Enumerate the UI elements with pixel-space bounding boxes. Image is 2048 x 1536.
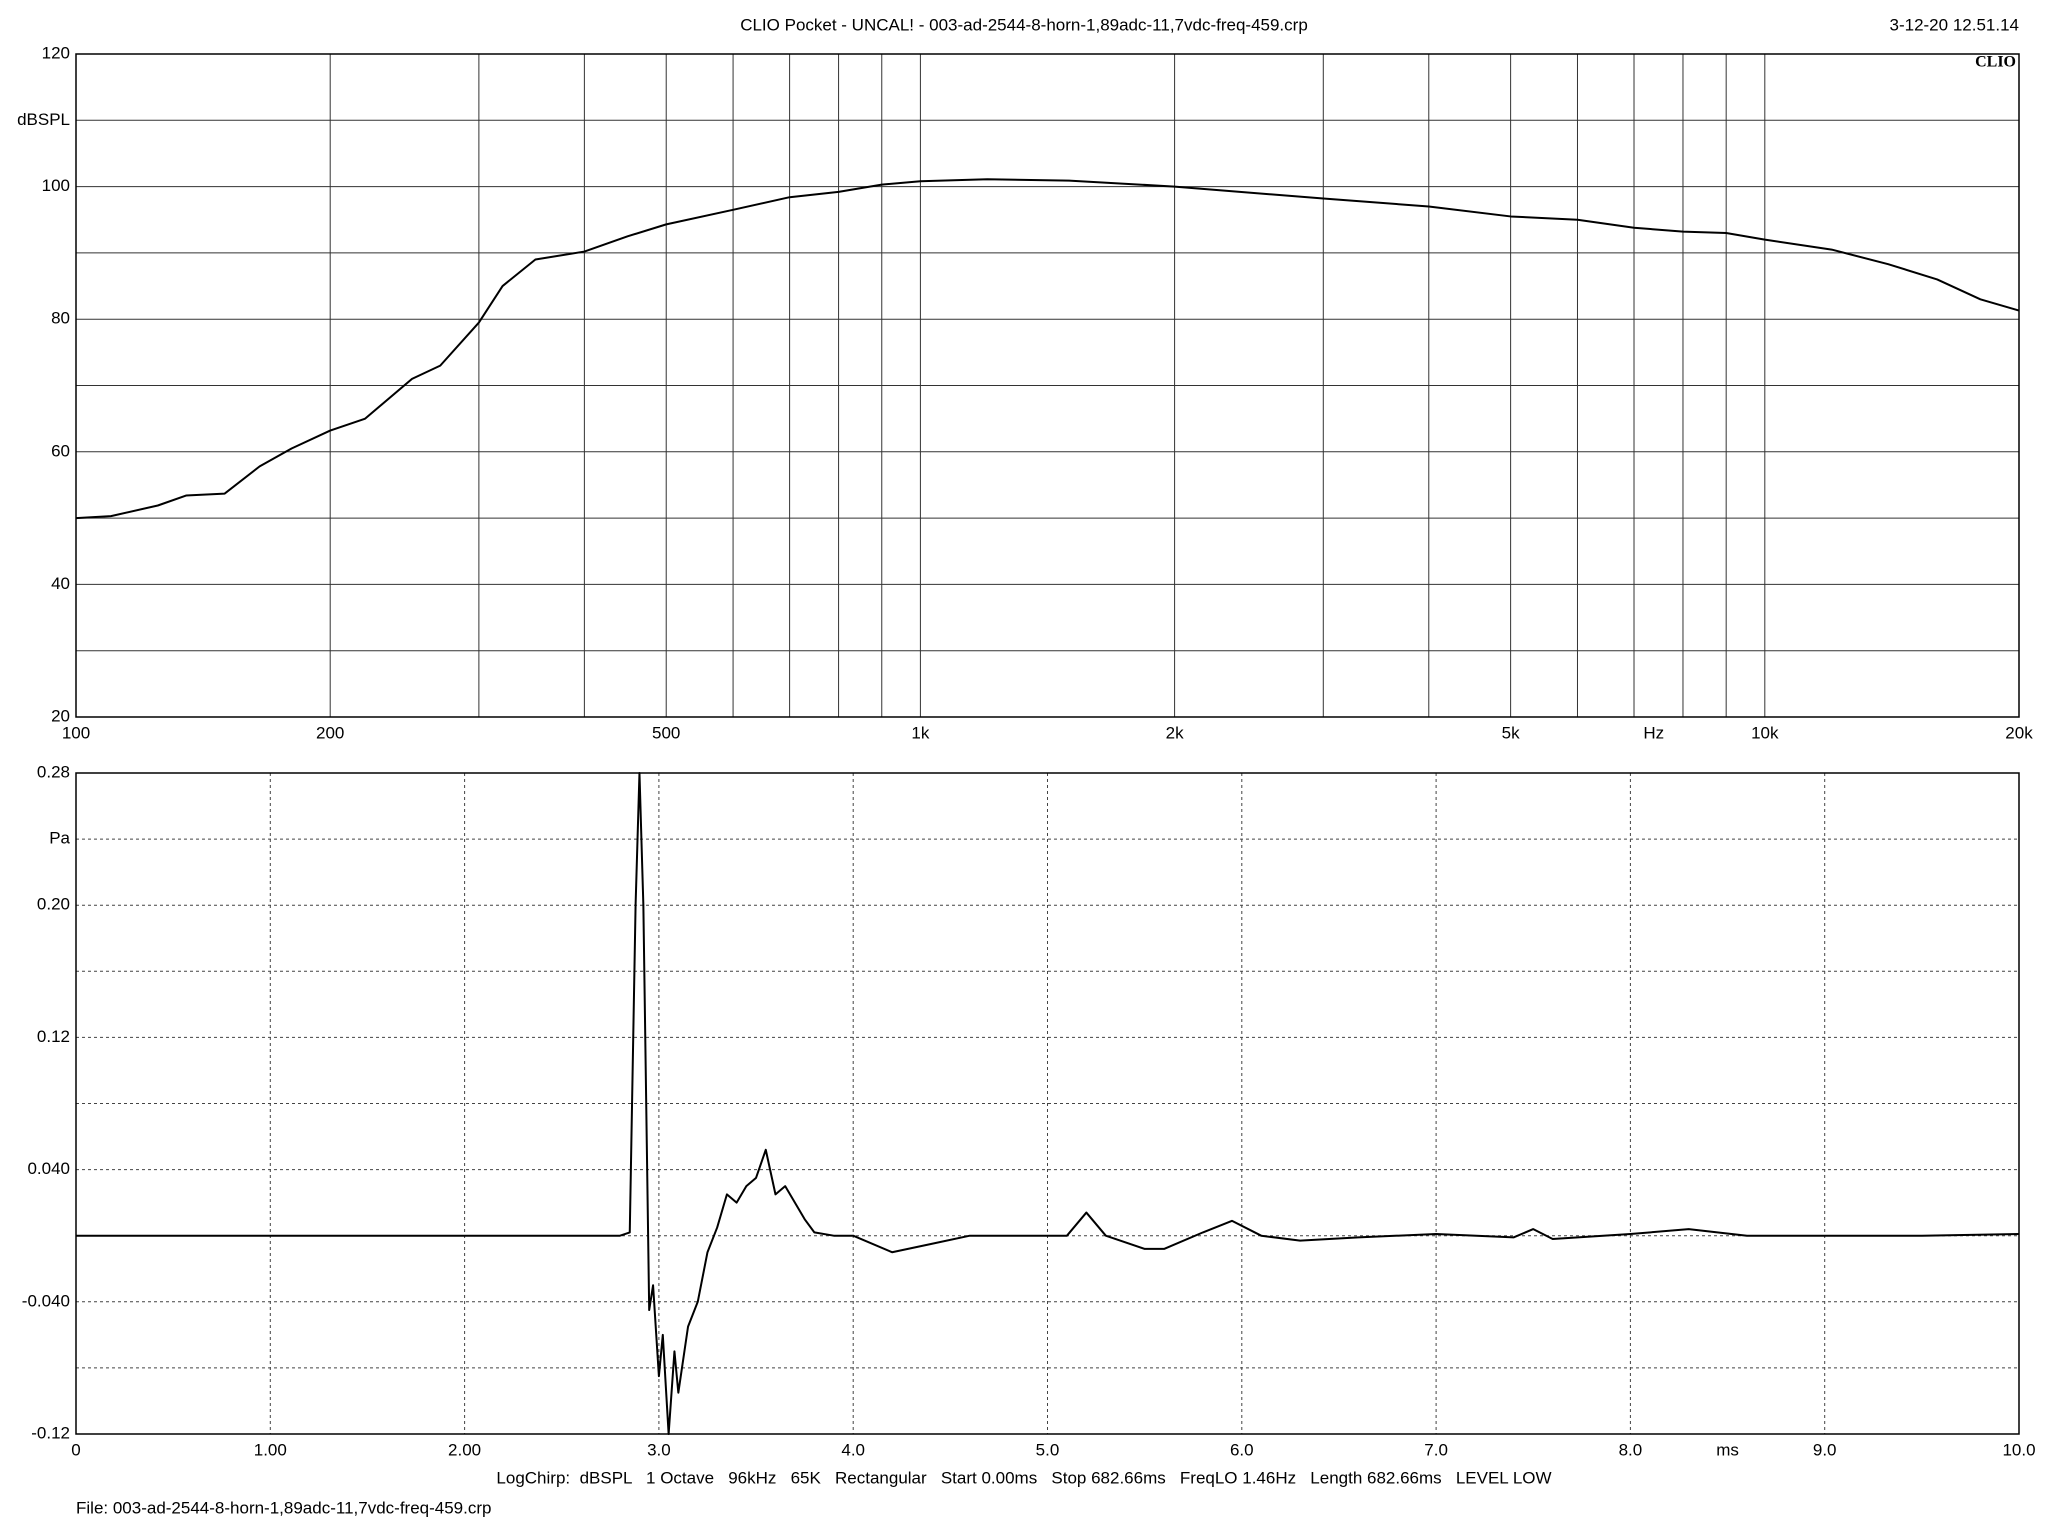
x-tick-label: 20k: [2005, 723, 2033, 742]
x-tick-label: 5k: [1502, 723, 1520, 742]
y-unit-label: dBSPL: [17, 110, 70, 129]
x-tick-label: 10k: [1751, 723, 1779, 742]
plot-frame: [75, 53, 2020, 718]
x-tick-label: 200: [316, 723, 344, 742]
x-tick-label: 2k: [1166, 723, 1184, 742]
x-tick-label: 100: [62, 723, 90, 742]
logo: CLIO: [1975, 54, 2016, 71]
x-tick-label: 0: [71, 1440, 80, 1459]
x-tick-label: 5.0: [1036, 1440, 1060, 1459]
y-tick-label: -0.12: [31, 1423, 70, 1442]
x-tick-label: 9.0: [1813, 1440, 1837, 1459]
x-tick-label: 2.00: [448, 1440, 481, 1459]
y-tick-label: 80: [51, 309, 70, 328]
y-tick-label: 60: [51, 441, 70, 460]
y-tick-label: -0.040: [22, 1291, 70, 1310]
plot-frame: [75, 772, 2020, 1435]
x-tick-label: 3.0: [647, 1440, 671, 1459]
x-tick-label: 8.0: [1619, 1440, 1643, 1459]
y-tick-label: 0.12: [37, 1027, 70, 1046]
y-tick-label: 100: [42, 176, 70, 195]
measurement-settings: LogChirp: dBSPL 1 Octave 96kHz 65K Recta…: [496, 1468, 1551, 1487]
x-tick-label: 1.00: [254, 1440, 287, 1459]
x-tick-label: 1k: [911, 723, 929, 742]
y-tick-label: 0.040: [27, 1159, 70, 1178]
x-tick-label: 4.0: [841, 1440, 865, 1459]
x-tick-label: 6.0: [1230, 1440, 1254, 1459]
y-tick-label: 20: [51, 706, 70, 725]
x-tick-label: 10.0: [2002, 1440, 2035, 1459]
y-unit-label: Pa: [49, 829, 70, 848]
x-tick-label: 500: [652, 723, 680, 742]
y-tick-label: 0.28: [37, 762, 70, 781]
x-unit-label: ms: [1716, 1440, 1739, 1459]
data-line: [76, 772, 2020, 1435]
y-tick-label: 40: [51, 574, 70, 593]
file-name: File: 003-ad-2544-8-horn-1,89adc-11,7vdc…: [76, 1498, 491, 1517]
x-tick-label: 7.0: [1424, 1440, 1448, 1459]
x-unit-label: Hz: [1643, 723, 1664, 742]
y-tick-label: 0.20: [37, 895, 70, 914]
y-tick-label: 120: [42, 43, 70, 62]
data-line: [75, 178, 2020, 520]
timestamp: 3-12-20 12.51.14: [1890, 15, 2020, 34]
chart-title: CLIO Pocket - UNCAL! - 003-ad-2544-8-hor…: [740, 15, 1308, 34]
